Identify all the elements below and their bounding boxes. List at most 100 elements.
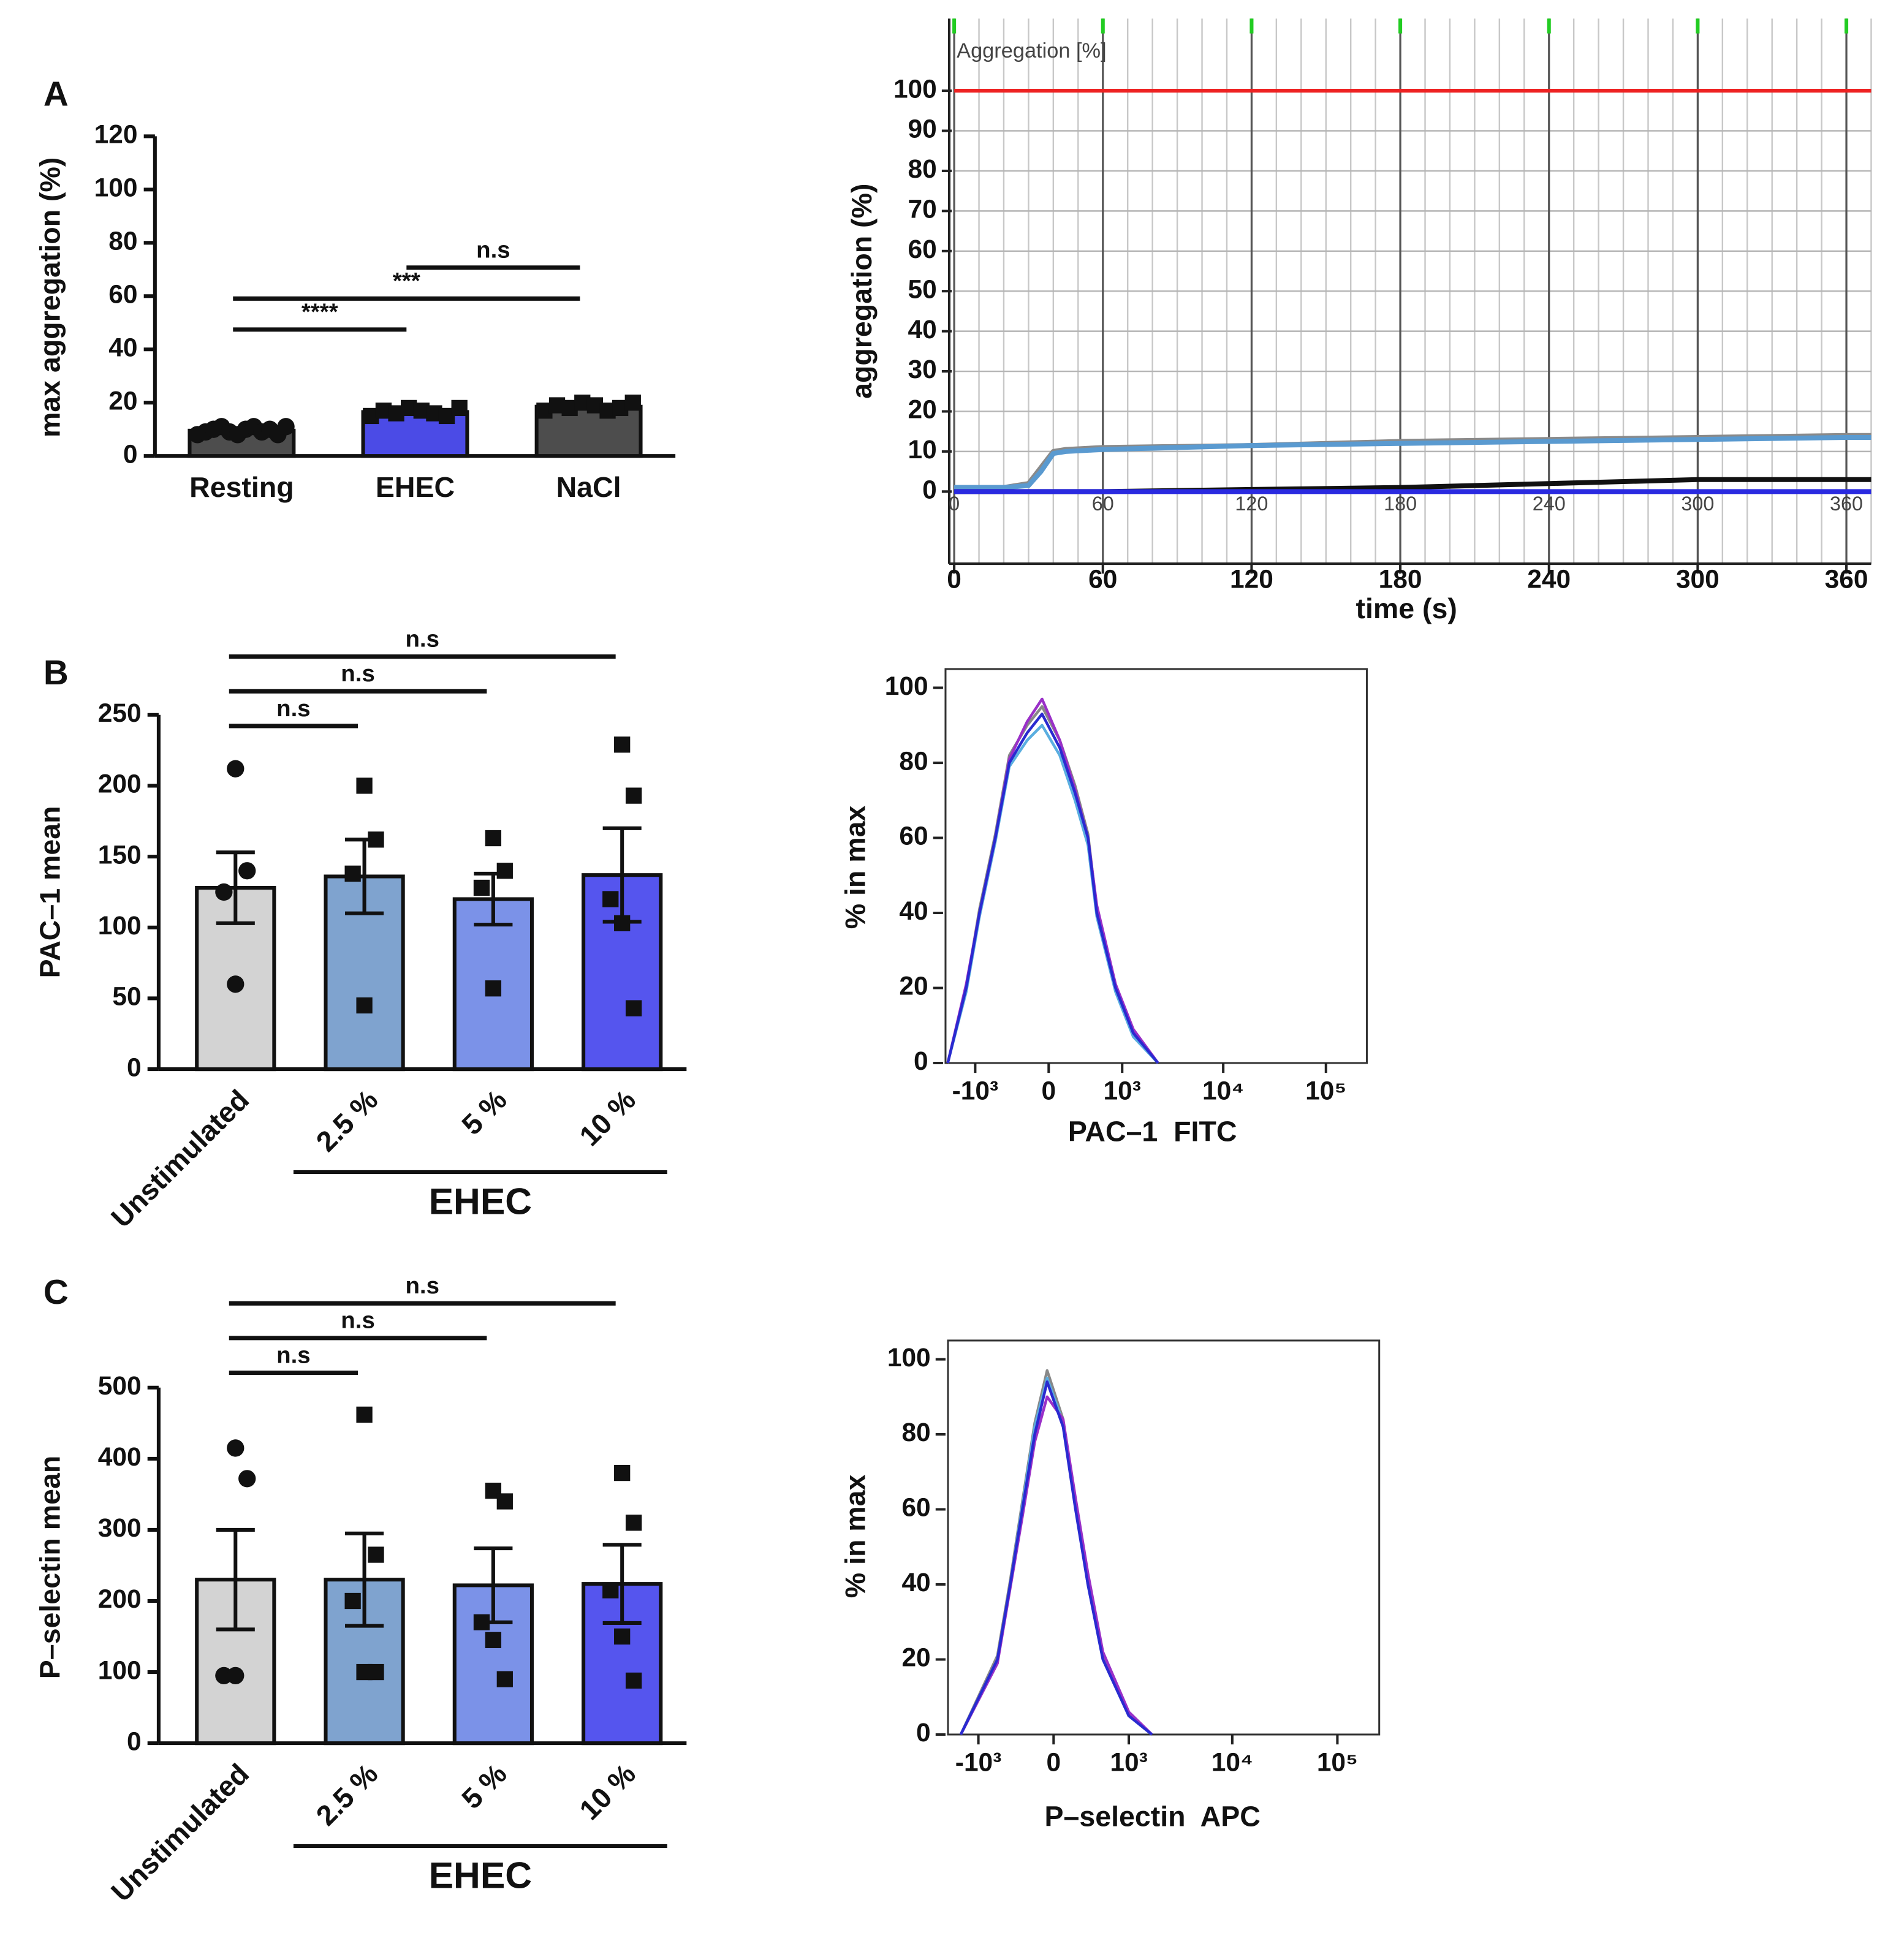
y-axis-label: PAC–1 mean — [34, 806, 66, 978]
point — [344, 865, 361, 882]
y-tick-label: 10 — [908, 435, 937, 464]
x-tick-label: 10³ — [1104, 1076, 1141, 1105]
y-tick-label: 200 — [98, 770, 142, 798]
significance-label: n.s — [276, 695, 311, 722]
significance-label: n.s — [476, 237, 510, 263]
x-tick-label: 10⁴ — [1212, 1748, 1253, 1777]
point — [485, 980, 502, 997]
panel-label: C — [44, 1273, 69, 1311]
point — [227, 760, 245, 778]
x-tick-label: -10³ — [952, 1076, 999, 1105]
y-tick-label: 0 — [914, 1046, 928, 1075]
inner-x-tick-label: 0 — [949, 493, 960, 515]
group-label: EHEC — [429, 1855, 533, 1896]
point — [356, 997, 373, 1014]
inner-x-tick-label: 60 — [1092, 493, 1114, 515]
panel-label: A — [44, 75, 69, 113]
significance-label: **** — [301, 299, 338, 325]
point — [238, 1470, 256, 1488]
data-line — [959, 1380, 1153, 1736]
y-axis-label: P–selectin mean — [34, 1456, 66, 1679]
x-tick-label: EHEC — [376, 471, 455, 503]
inner-x-tick-label: 300 — [1681, 493, 1714, 515]
point — [227, 975, 245, 993]
point — [485, 1632, 502, 1648]
y-tick-label: 80 — [899, 746, 928, 775]
point — [356, 1406, 373, 1423]
y-tick-label: 20 — [901, 1643, 930, 1672]
y-tick-label: 400 — [98, 1442, 142, 1471]
y-tick-label: 0 — [127, 1727, 142, 1755]
x-tick-label: 120 — [1230, 565, 1273, 594]
x-tick-label: 2.5 % — [310, 1758, 384, 1832]
x-tick-label: 2.5 % — [310, 1084, 384, 1158]
point — [227, 1439, 245, 1457]
x-tick-label: 10⁵ — [1317, 1748, 1358, 1777]
y-tick-label: 40 — [899, 896, 928, 925]
x-tick-label: NaCl — [556, 471, 621, 503]
y-tick-label: 120 — [94, 120, 138, 149]
panel-label: B — [44, 653, 69, 692]
y-tick-label: 0 — [922, 475, 937, 504]
point — [368, 831, 384, 848]
point — [356, 778, 373, 794]
data-line — [954, 434, 1871, 490]
inner-x-tick-label: 120 — [1235, 493, 1268, 515]
y-tick-label: 20 — [908, 395, 937, 424]
y-tick-label: 70 — [908, 195, 937, 224]
point — [614, 1628, 631, 1645]
y-tick-label: 80 — [908, 154, 937, 183]
plot-frame — [944, 668, 1368, 1064]
point — [614, 1464, 631, 1481]
x-tick-label: 10⁵ — [1305, 1076, 1346, 1105]
y-tick-label: 0 — [127, 1053, 142, 1081]
y-tick-label: 100 — [98, 911, 142, 940]
point — [277, 418, 295, 436]
y-tick-label: 40 — [908, 315, 937, 344]
point — [625, 1515, 642, 1531]
error-bar — [216, 1527, 255, 1632]
y-tick-label: 60 — [899, 822, 928, 850]
point — [624, 395, 641, 411]
group-label: EHEC — [429, 1181, 533, 1222]
x-axis-label: PAC–1 FITC — [1068, 1116, 1237, 1148]
significance-label: n.s — [405, 1273, 439, 1299]
x-tick-label: 5 % — [455, 1758, 512, 1815]
x-tick-label: 300 — [1676, 565, 1720, 594]
x-tick-label: 0 — [947, 565, 961, 594]
plot-inner-title: Aggregation [%] — [957, 39, 1107, 62]
point — [625, 787, 642, 804]
point — [344, 1592, 361, 1610]
point — [451, 399, 468, 417]
point — [496, 863, 513, 879]
y-axis-label: max aggregation (%) — [34, 157, 66, 437]
x-tick-label: 10³ — [1110, 1748, 1147, 1777]
x-tick-label: -10³ — [955, 1748, 1002, 1777]
point — [496, 1671, 513, 1687]
y-tick-label: 200 — [98, 1584, 142, 1613]
y-tick-label: 20 — [108, 386, 137, 415]
y-tick-label: 100 — [893, 74, 937, 103]
point — [473, 879, 490, 896]
x-tick-label: 180 — [1379, 565, 1422, 594]
plot-frame — [947, 1339, 1381, 1736]
data-line — [946, 697, 1159, 1064]
y-tick-label: 50 — [908, 274, 937, 303]
y-tick-label: 100 — [94, 173, 138, 202]
y-tick-label: 60 — [908, 235, 937, 263]
point — [368, 1546, 384, 1563]
significance-label: n.s — [341, 660, 374, 687]
x-tick-label: 0 — [1047, 1748, 1061, 1777]
data-line — [946, 713, 1159, 1064]
y-tick-label: 100 — [98, 1655, 142, 1684]
y-tick-label: 250 — [98, 698, 142, 727]
y-axis-label: % in max — [840, 806, 871, 929]
significance-label: n.s — [276, 1342, 311, 1368]
y-tick-label: 40 — [108, 333, 137, 361]
point — [238, 862, 256, 880]
y-tick-label: 80 — [901, 1418, 930, 1447]
point — [625, 1000, 642, 1016]
y-tick-label: 40 — [901, 1568, 930, 1597]
x-axis-label: P–selectin APC — [1044, 1801, 1260, 1833]
